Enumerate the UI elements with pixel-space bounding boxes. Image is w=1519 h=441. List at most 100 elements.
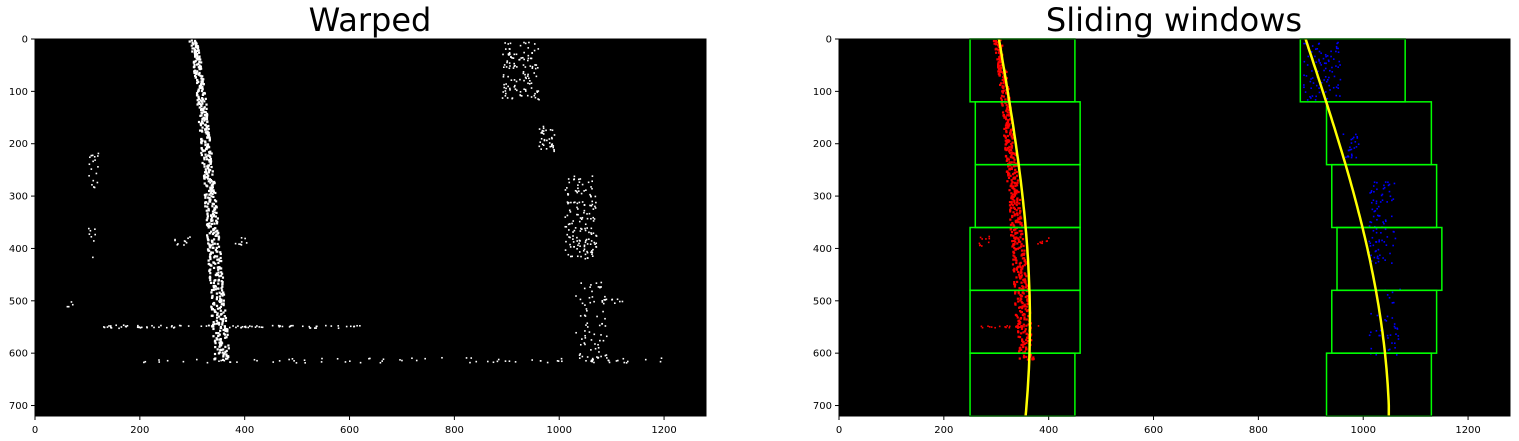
left-lane-pixel (997, 68, 1001, 71)
right-lane-pixel (576, 240, 578, 242)
right-lane-pixel (574, 201, 576, 204)
noise-pixel (504, 360, 507, 362)
right-lane-pixel (540, 148, 543, 150)
left-lane-pixel (1017, 270, 1020, 274)
left-lane-pixel (199, 74, 202, 77)
right-lane-pixel (565, 225, 568, 228)
left-lane-pixel (212, 281, 216, 285)
right-lane-pixel (523, 88, 525, 91)
left-lane-pixel (198, 67, 201, 70)
right-lane-fit (1304, 38, 1391, 416)
left-lane-pixel (1018, 273, 1021, 276)
left-lane-pixel (1015, 280, 1019, 283)
right-lane-pixel (1394, 237, 1397, 240)
left-lane-pixel (222, 293, 226, 296)
left-lane-pixel (1015, 184, 1019, 187)
right-lane-pixel (1311, 45, 1314, 47)
right-lane-pixel (1339, 95, 1341, 97)
noise-pixel (88, 163, 91, 166)
left-lane-pixel (1046, 240, 1049, 242)
right-lane-pixel (578, 242, 580, 245)
right-lane-pixel (539, 141, 542, 143)
left-lane-pixel (220, 259, 223, 263)
left-lane-pixel (193, 47, 196, 50)
left-lane-pixel (1008, 325, 1011, 328)
left-lane-pixel (212, 327, 215, 331)
right-lane-pixel (599, 339, 601, 342)
noise-pixel (617, 359, 619, 362)
right-lane-pixel (1322, 57, 1325, 60)
left-lane-pixel (1006, 139, 1009, 142)
left-lane-pixel (979, 244, 981, 246)
right-lane-pixel (591, 251, 594, 254)
left-lane-pixel (1004, 136, 1007, 139)
left-lane-pixel (200, 140, 204, 143)
left-lane-pixel (1011, 136, 1014, 139)
noise-pixel (277, 324, 280, 327)
right-lane-pixel (508, 51, 511, 54)
left-lane-pixel (1011, 185, 1014, 188)
right-lane-pixel (553, 134, 556, 136)
left-lane-pixel (227, 344, 230, 347)
left-lane-pixel (1007, 174, 1010, 177)
right-lane-pixel (1372, 244, 1375, 247)
left-lane-pixel (194, 60, 197, 63)
left-lane-pixel (1013, 285, 1016, 288)
left-lane-pixel (224, 328, 227, 331)
left-lane-pixel (203, 165, 206, 168)
left-lane-pixel (1019, 236, 1022, 239)
noise-pixel (174, 238, 176, 241)
noise-pixel (205, 325, 208, 327)
left-lane-pixel (1024, 261, 1027, 264)
noise-pixel (92, 160, 94, 163)
left-lane-pixel (1047, 237, 1050, 239)
left-lane-pixel (1002, 72, 1005, 75)
right-lane-pixel (565, 240, 567, 243)
noise-pixel (138, 326, 141, 328)
left-lane-pixel (221, 351, 224, 354)
left-lane-pixel (1010, 200, 1013, 204)
right-lane-pixel (520, 95, 523, 97)
left-lane-pixel (211, 192, 214, 196)
left-lane-pixel (1012, 254, 1015, 257)
right-lane-pixel (1326, 55, 1329, 57)
right-lane-pixel (1370, 347, 1373, 350)
right-lane-pixel (605, 298, 608, 301)
right-lane-pixel (537, 98, 539, 100)
left-lane-pixel (215, 250, 218, 253)
left-lane-pixel (1022, 285, 1025, 289)
x-tick-label: 400 (1039, 425, 1058, 436)
right-lane-pixel (1375, 202, 1378, 205)
left-lane-pixel (205, 193, 208, 196)
noise-pixel (309, 327, 311, 329)
left-lane-pixel (1016, 237, 1019, 240)
left-lane-pixel (208, 198, 211, 201)
left-lane-pixel (206, 143, 209, 146)
left-lane-pixel (213, 207, 216, 210)
left-lane-pixel (207, 259, 210, 262)
left-lane-pixel (201, 87, 204, 90)
left-lane-pixel (197, 89, 200, 92)
right-lane-pixel (533, 94, 536, 97)
left-lane-pixel (207, 164, 211, 167)
left-lane-pixel (205, 158, 209, 161)
left-lane-pixel (1006, 119, 1010, 122)
left-lane-pixel (196, 78, 199, 82)
right-lane-pixel (1375, 241, 1377, 243)
left-lane-pixel (208, 243, 211, 246)
right-lane-pixel (1392, 301, 1395, 304)
right-lane-pixel (523, 58, 525, 61)
left-lane-pixel (1017, 350, 1021, 354)
noise-pixel (103, 326, 106, 329)
left-lane-pixel (1005, 118, 1008, 121)
left-lane-pixel (201, 97, 204, 100)
right-lane-pixel (595, 246, 598, 248)
left-lane-pixel (1015, 209, 1018, 212)
left-lane-pixel (208, 136, 211, 139)
right-lane-pixel (586, 250, 588, 253)
left-lane-pixel (209, 181, 212, 184)
right-lane-pixel (590, 251, 592, 254)
right-lane-pixel (590, 227, 593, 230)
right-lane-pixel (587, 181, 590, 184)
right-lane-pixel (1372, 199, 1375, 202)
